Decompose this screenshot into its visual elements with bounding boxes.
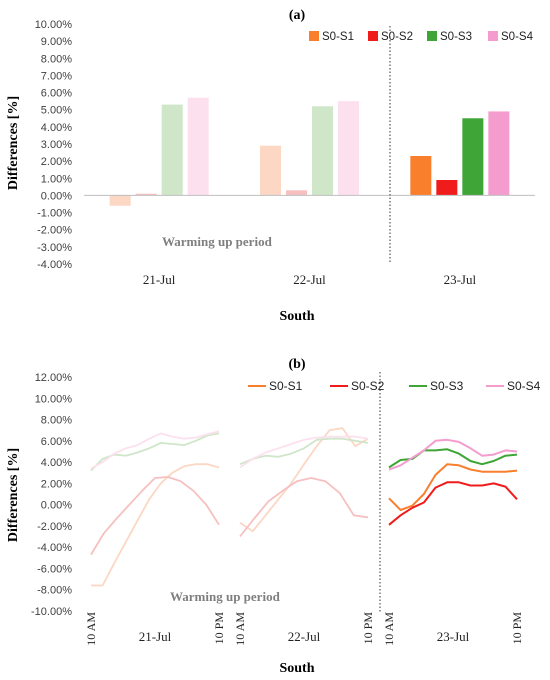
line-s0-s2-21-jul [90, 476, 220, 556]
legend-label-s0-s1: S0-S1 [269, 379, 303, 393]
panel-b-day-labels: 21-Jul 22-Jul 23-Jul [139, 629, 470, 644]
bar-s0-s1-21-jul [109, 195, 131, 206]
panel-a-category-labels: 21-Jul 22-Jul 23-Jul [143, 272, 477, 287]
line-s0-s2-22-jul [239, 477, 369, 538]
legend-label-s0-s3: S0-S3 [430, 379, 464, 393]
panel-a-y-tick-label: -3.00% [37, 242, 72, 254]
panel-b-day-label: 22-Jul [288, 629, 321, 644]
panel-b-ylabel: Differences [%] [6, 448, 21, 542]
panel-b-x-tick-label: 10 PM [510, 612, 524, 645]
panel-b-xlabel: South [279, 661, 314, 676]
panel-a-y-tick-label: 6.00% [41, 88, 72, 100]
panel-a-y-tick-label: 4.00% [41, 122, 72, 134]
panel-b-x-tick-label: 10 AM [84, 612, 98, 646]
legend-swatch-s0-s1 [309, 31, 319, 41]
panel-b-line-chart: (b) Differences [%] 12.00% 10.00% 8.00% 6.0… [6, 357, 541, 676]
panel-a-category-label: 23-Jul [444, 272, 477, 287]
line-s0-s4-22-jul [239, 435, 369, 469]
panel-a-xlabel: South [279, 309, 314, 324]
line-s0-s3-22-jul [239, 437, 369, 466]
bar-s0-s2-23-jul [436, 180, 458, 196]
panel-b-x-tick-label: 10 AM [382, 612, 396, 646]
panel-a-y-tick-label: 10.00% [35, 19, 73, 31]
legend-label-s0-s3: S0-S3 [440, 31, 472, 43]
panel-a-legend: S0-S1 S0-S2 S0-S3 S0-S4 [309, 31, 534, 43]
panel-a-y-tick-label: -2.00% [37, 225, 72, 237]
panel-b-y-tick-label: 12.00% [35, 372, 73, 384]
bar-s0-s2-22-jul [286, 190, 307, 196]
bar-s0-s4-23-jul [488, 111, 510, 196]
panel-a-y-tick-label: 2.00% [41, 156, 72, 168]
line-s0-s1-21-jul [91, 463, 220, 587]
legend-swatch-s0-s2 [368, 31, 378, 41]
panel-a-ylabel: Differences [%] [6, 96, 21, 190]
legend-label-s0-s2: S0-S2 [381, 31, 413, 43]
panel-b-x-tick-label: 10 AM [233, 612, 247, 646]
panel-b-y-tick-label: 0.00% [41, 500, 72, 512]
legend-swatch-s0-s4 [488, 31, 498, 41]
bar-s0-s4-22-jul [338, 101, 359, 196]
legend-label-s0-s2: S0-S2 [351, 379, 385, 393]
panel-a-y-tick-label: 0.00% [41, 190, 72, 202]
panel-b-legend: S0-S1 S0-S2 S0-S3 S0-S4 [248, 379, 541, 393]
panel-b-day-label: 23-Jul [437, 629, 470, 644]
legend-label-s0-s1: S0-S1 [322, 31, 354, 43]
panel-a-bars [109, 97, 510, 206]
panel-b-x-tick-label: 10 PM [361, 612, 375, 645]
line-s0-s1-23-jul [388, 463, 518, 511]
panel-b-lines [90, 427, 518, 587]
panel-b-y-tick-label: 10.00% [35, 393, 73, 405]
panel-a-y-tick-label: 1.00% [41, 173, 72, 185]
panel-a-category-label: 21-Jul [143, 272, 176, 287]
panel-b-x-tick-label: 10 PM [212, 612, 226, 645]
legend-label-s0-s4: S0-S4 [507, 379, 541, 393]
panel-b-label: (b) [288, 357, 305, 372]
panel-a-y-tick-label: -1.00% [37, 208, 72, 220]
panel-a-y-tick-labels: 10.00% 9.00% 8.00% 7.00% 6.00% 5.00% 4.00% 3.00… [35, 19, 73, 271]
line-s0-s2-23-jul [388, 481, 518, 526]
bar-s0-s3-22-jul [312, 106, 333, 196]
panel-b-day-label: 21-Jul [139, 629, 172, 644]
panel-a-y-tick-label: 8.00% [41, 53, 72, 65]
panel-b-y-tick-label: -8.00% [37, 585, 72, 597]
panel-a-annotation: Warming up period [162, 234, 273, 249]
panel-b-y-tick-label: -2.00% [37, 521, 72, 533]
bar-s0-s3-23-jul [462, 118, 484, 196]
panel-b-y-tick-label: 4.00% [41, 457, 72, 469]
bar-s0-s2-21-jul [135, 193, 157, 196]
panel-b-y-tick-label: -6.00% [37, 563, 72, 575]
legend-swatch-s0-s3 [427, 31, 437, 41]
line-s0-s1-22-jul [239, 427, 369, 533]
panel-b-y-tick-label: 8.00% [41, 415, 72, 427]
panel-a-category-label: 22-Jul [293, 272, 326, 287]
bar-s0-s1-22-jul [260, 145, 281, 196]
bar-s0-s1-23-jul [410, 156, 432, 196]
panel-b-x-tick-labels: 10 AM 10 PM 10 AM 10 PM 10 AM 10 PM [84, 612, 524, 646]
panel-b-y-tick-labels: 12.00% 10.00% 8.00% 6.00% 4.00% 2.00% 0.00% -2.… [31, 372, 72, 618]
panel-a-bar-chart: (a) Differences [%] 10.00% 9.00% 8.00% 7.00… [6, 8, 535, 324]
bar-s0-s3-21-jul [161, 104, 183, 196]
panel-a-y-tick-label: 3.00% [41, 139, 72, 151]
panel-a-label: (a) [289, 8, 306, 23]
panel-b-y-tick-label: 6.00% [41, 436, 72, 448]
panel-a-y-tick-label: 9.00% [41, 36, 72, 48]
panel-b-y-tick-label: 2.00% [41, 478, 72, 490]
panel-b-y-tick-label: -10.00% [31, 606, 72, 618]
line-s0-s4-21-jul [90, 430, 220, 470]
panel-a-y-tick-label: 5.00% [41, 105, 72, 117]
line-s0-s4-23-jul [388, 438, 518, 471]
bar-s0-s4-21-jul [187, 97, 209, 196]
panel-b-annotation: Warming up period [170, 589, 281, 604]
legend-label-s0-s4: S0-S4 [501, 31, 534, 43]
panel-b-y-tick-label: -4.00% [37, 542, 72, 554]
panel-a-y-tick-label: -4.00% [37, 259, 72, 271]
panel-a-y-tick-label: 7.00% [41, 70, 72, 82]
